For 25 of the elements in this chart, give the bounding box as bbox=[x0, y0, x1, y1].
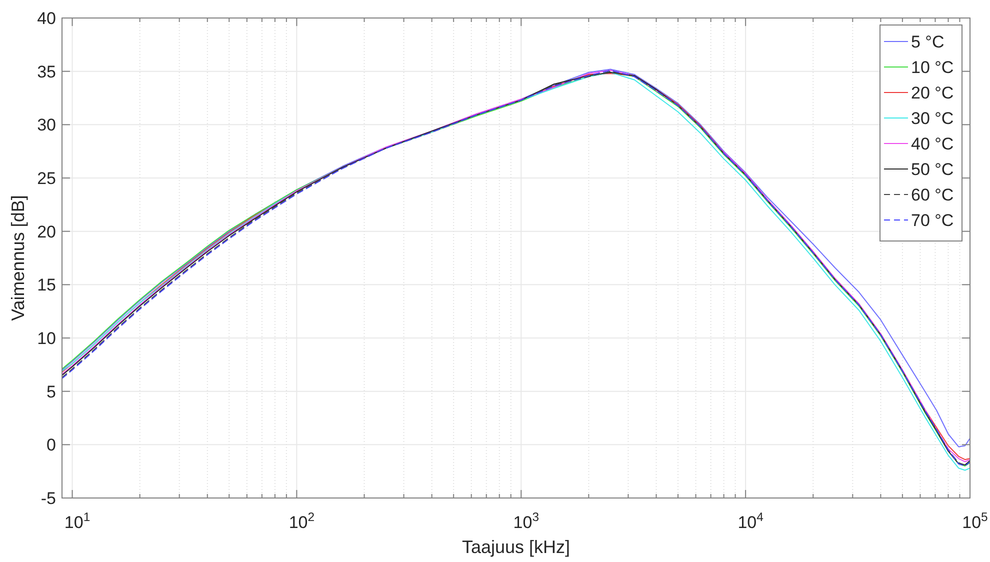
x-tick-label: 10$^{2}$ bbox=[288, 510, 315, 532]
y-tick-label: 30 bbox=[37, 116, 56, 135]
legend-label: 40 °C bbox=[911, 134, 954, 154]
legend-label: 70 °C bbox=[911, 211, 954, 230]
legend-label: 20 °C bbox=[911, 84, 954, 102]
x-tick-label: 10$^{3}$ bbox=[513, 510, 540, 532]
y-tick-label: 10 bbox=[37, 329, 56, 348]
x-tick-label: 10$^{5}$ bbox=[962, 510, 988, 532]
y-tick-label: 35 bbox=[37, 62, 56, 82]
y-tick-label: 25 bbox=[37, 169, 56, 188]
y-tick-label: 40 bbox=[37, 9, 56, 28]
x-tick-label: 10$^{4}$ bbox=[738, 510, 764, 532]
y-tick-label: -5 bbox=[40, 489, 56, 508]
y-tick-label: 5 bbox=[46, 382, 56, 402]
x-tick-label: 10$^{1}$ bbox=[64, 510, 90, 532]
y-tick-label: 0 bbox=[46, 436, 56, 455]
x-axis-title: Taajuus [kHz] bbox=[462, 537, 570, 557]
y-axis-title: Vaimennus [dB] bbox=[8, 195, 28, 321]
legend-label: 30 °C bbox=[911, 109, 954, 128]
legend-label: 50 °C bbox=[911, 160, 954, 179]
legend-label: 5 °C bbox=[911, 32, 944, 52]
legend-label: 10 °C bbox=[911, 58, 954, 77]
legend-label: 60 °C bbox=[911, 186, 954, 204]
y-tick-label: 15 bbox=[37, 276, 56, 295]
y-tick-label: 20 bbox=[37, 222, 56, 242]
